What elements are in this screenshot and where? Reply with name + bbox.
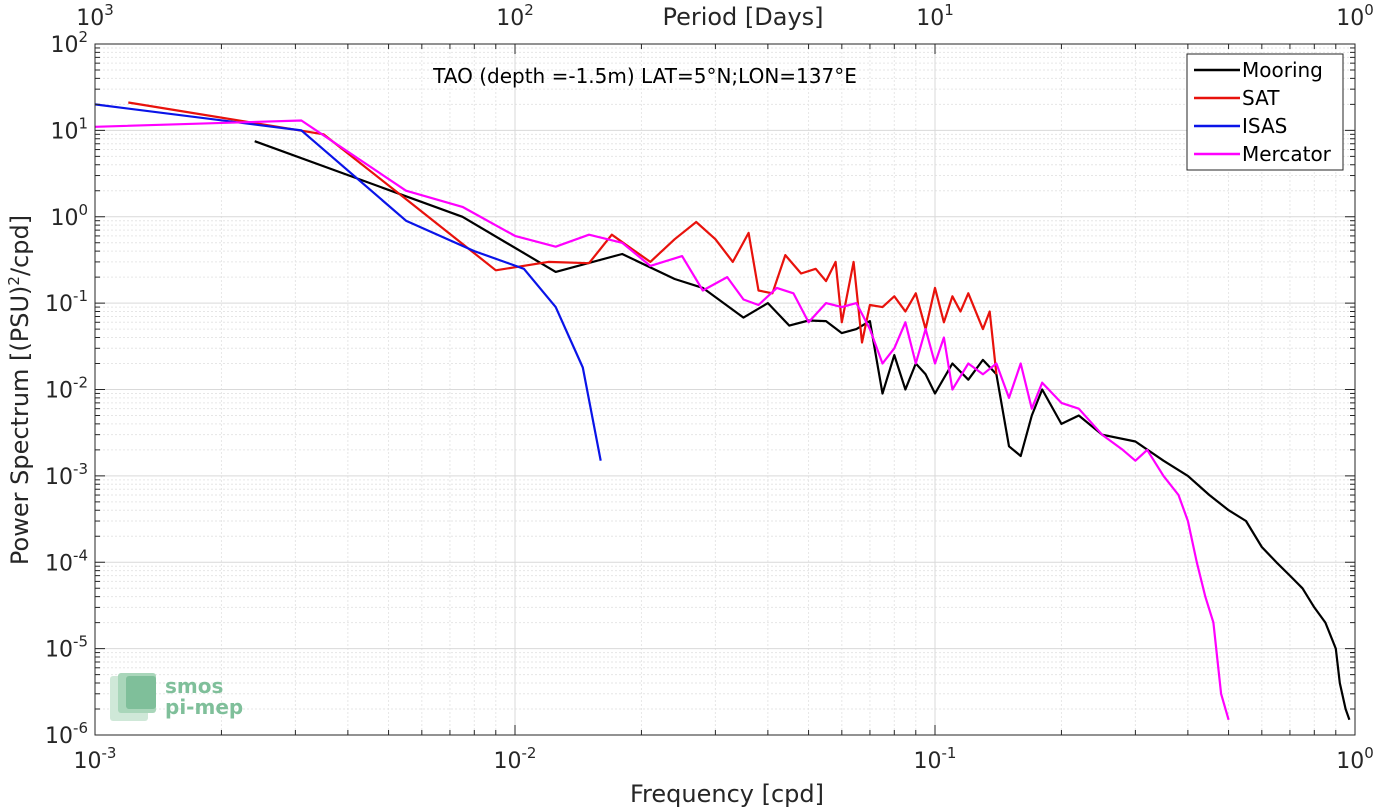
legend-box — [1186, 53, 1344, 171]
top-axis-label: Period [Days] — [662, 3, 823, 31]
top-tick-label: 103 — [76, 1, 114, 31]
y-tick-label: 10-1 — [45, 287, 88, 317]
y-tick-label: 10-2 — [45, 374, 88, 404]
y-tick-label: 10-3 — [45, 460, 88, 490]
x-axis-label: Frequency [cpd] — [630, 780, 824, 808]
y-axis-label: Power Spectrum [(PSU)2/cpd] — [5, 215, 34, 565]
x-tick-label: 100 — [1336, 744, 1374, 774]
legend-label-sat: SAT — [1242, 86, 1280, 110]
smos-logo: smos pi-mep — [110, 673, 243, 721]
x-tick-label: 10-3 — [74, 744, 117, 774]
y-tick-label: 10-5 — [45, 633, 88, 663]
series-line-isas — [94, 103, 602, 461]
legend-label-mooring: Mooring — [1242, 58, 1323, 82]
series-layer — [94, 101, 1351, 721]
x-tick-label: 10-1 — [914, 744, 957, 774]
axis-ticks — [94, 43, 1356, 736]
x-tick-label: 10-2 — [494, 744, 537, 774]
logo-text-pimep: pi-mep — [165, 695, 243, 719]
legend-label-mercator: Mercator — [1242, 142, 1332, 166]
legend-label-isas: ISAS — [1242, 114, 1287, 138]
top-tick-label: 100 — [1336, 1, 1374, 31]
y-tick-label: 10-4 — [45, 546, 88, 576]
annotation: TAO (depth =-1.5m) LAT=5°N;LON=137°E — [432, 64, 857, 88]
logo-text-smos: smos — [165, 674, 223, 698]
y-tick-label: 10-6 — [45, 719, 88, 749]
legend: Mooring SAT ISAS Mercator — [1186, 53, 1344, 171]
y-tick-label: 100 — [50, 201, 88, 231]
y-tick-label: 101 — [50, 114, 88, 144]
series-line-mooring — [254, 140, 1351, 721]
major-grid — [94, 44, 1355, 736]
series-line-sat — [128, 101, 998, 375]
top-tick-label: 101 — [916, 1, 954, 31]
series-line-mercator — [94, 119, 1230, 721]
y-tick-label: 102 — [50, 28, 88, 58]
top-tick-label: 102 — [496, 1, 534, 31]
